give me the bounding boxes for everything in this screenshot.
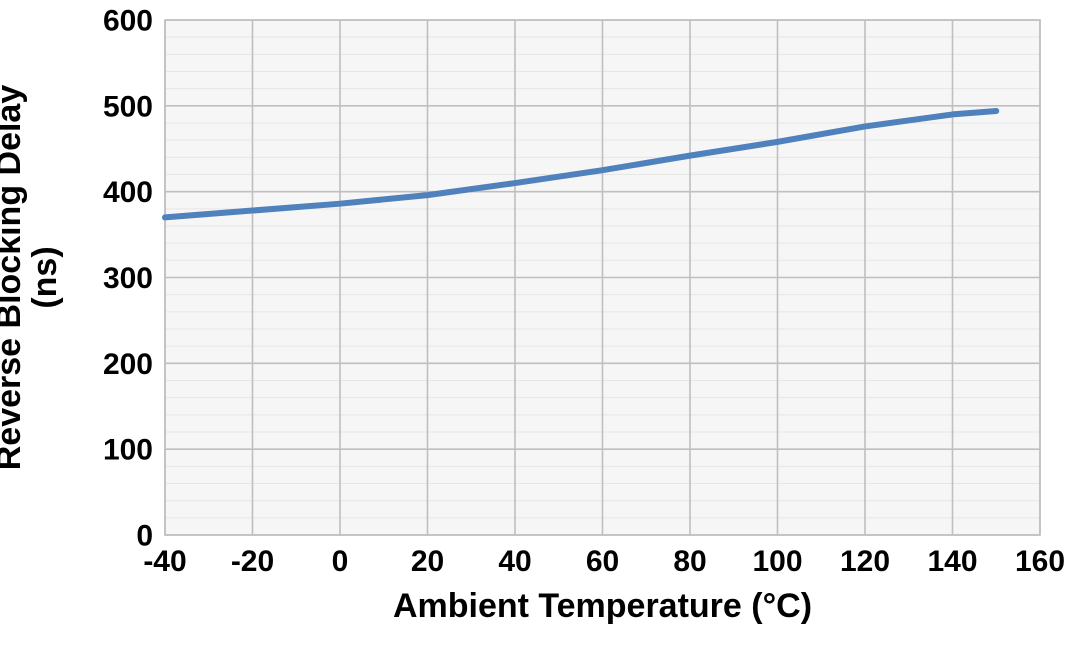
- x-tick-label: 0: [332, 545, 349, 578]
- y-tick-label: 300: [103, 262, 153, 295]
- y-axis-title-group: Reverse Blocking Delay(ns): [0, 85, 64, 471]
- line-chart: -40-200204060801001201401600100200300400…: [0, 0, 1080, 661]
- y-tick-label: 600: [103, 5, 153, 38]
- y-tick-label: 400: [103, 176, 153, 209]
- x-tick-label: -20: [231, 545, 274, 578]
- x-tick-label: 100: [752, 545, 802, 578]
- chart-container: -40-200204060801001201401600100200300400…: [0, 0, 1080, 661]
- x-tick-label: 80: [673, 545, 706, 578]
- y-tick-label: 100: [103, 434, 153, 467]
- y-axis-title-line: Reverse Blocking Delay: [0, 85, 28, 471]
- x-tick-label: 140: [927, 545, 977, 578]
- y-axis-title-line: (ns): [26, 246, 64, 308]
- y-tick-label: 0: [136, 520, 153, 553]
- x-tick-label: 160: [1015, 545, 1065, 578]
- y-tick-label: 500: [103, 90, 153, 123]
- x-tick-label: 60: [586, 545, 619, 578]
- x-axis-title: Ambient Temperature (°C): [393, 587, 812, 625]
- x-tick-label: 120: [840, 545, 890, 578]
- y-tick-label: 200: [103, 348, 153, 381]
- x-tick-label: 20: [411, 545, 444, 578]
- x-tick-label: 40: [498, 545, 531, 578]
